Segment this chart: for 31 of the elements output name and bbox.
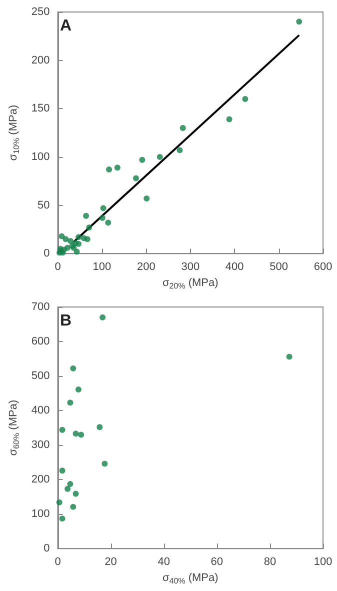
x-tick-label: 100 [92,261,112,274]
x-tick-label: 20 [104,556,117,568]
annotation: A [60,18,72,34]
x-tick-label: 200 [136,261,156,274]
x-tick-label: 40 [158,556,170,568]
x-tick-label: 60 [210,556,224,568]
y-tick-label: 500 [31,370,50,382]
y-tick-label: 150 [31,102,50,115]
x-tick-label: 100 [314,556,332,568]
y-tick-label: 100 [31,508,50,520]
x-tick-label: 400 [225,261,244,274]
y-tick-label: 0 [44,248,50,260]
x-tick-label: 500 [270,261,288,274]
y-tick-label: 50 [38,199,50,212]
y-tick-label: 0 [44,542,50,555]
y-tick-label: 200 [31,54,50,66]
y-tick-label: 700 [31,301,50,313]
x-tick-label: 0 [54,556,61,568]
x-tick-label: 80 [264,556,276,568]
y-tick-label: 300 [31,439,50,452]
x-tick-label: 0 [54,261,61,274]
y-tick-label: 200 [31,474,50,486]
y-axis-title: σ10% (MPa) [8,104,21,161]
x-tick-label: 600 [314,261,332,274]
y-tick-label: 250 [31,6,50,18]
y-axis-title: σ60% (MPa) [8,400,21,456]
y-tick-label: 100 [31,150,50,163]
annotation: B [60,312,72,330]
y-tick-label: 600 [31,336,50,348]
y-tick-label: 400 [31,404,50,417]
x-tick-label: 300 [181,261,200,274]
